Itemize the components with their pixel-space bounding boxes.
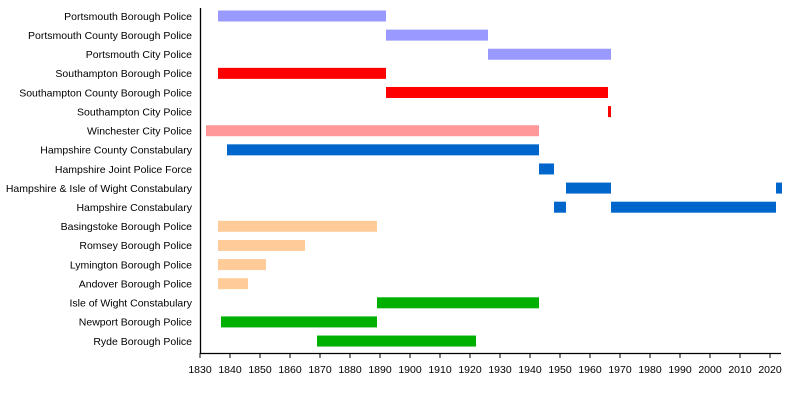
row-label: Romsey Borough Police [79,240,192,252]
row-label: Portsmouth City Police [86,49,192,61]
row-label: Hampshire County Constabulary [40,145,192,157]
x-tick-label: 1850 [248,364,272,376]
x-tick-label: 1960 [578,364,602,376]
x-tick-label: 1990 [668,364,692,376]
timeline-bar [218,259,266,271]
timeline-bar [218,220,377,232]
timeline-bar [539,163,554,175]
row-label: Lymington Borough Police [70,259,192,271]
timeline-bar [566,182,611,194]
row-label: Hampshire & Isle of Wight Constabulary [6,183,193,195]
timeline-bar [611,201,776,213]
row-label: Basingstoke Borough Police [61,221,192,233]
x-axis-ticks: 1830 1840 1850 1860 1870 1880 1890 1900 1910 1920… [188,353,782,376]
row-label: Andover Borough Police [79,278,192,290]
x-tick-label: 1910 [428,364,452,376]
row-label: Southampton County Borough Police [19,87,192,99]
timeline-bar [218,67,386,79]
row-labels: Portsmouth Borough Police Portsmouth Coun… [6,11,193,348]
x-tick-label: 1940 [518,364,542,376]
x-tick-label: 1890 [368,364,392,376]
x-tick-label: 1870 [308,364,332,376]
bars-layer [206,10,782,347]
x-tick-label: 2010 [728,364,752,376]
timeline-bar [554,201,566,213]
x-tick-label: 1970 [608,364,632,376]
timeline-bar [386,29,488,41]
timeline-bar [317,335,476,347]
x-tick-label: 1860 [278,364,302,376]
row-label: Isle of Wight Constabulary [69,298,192,310]
timeline-bar [218,10,386,22]
timeline-bar [776,182,782,194]
row-label: Ryde Borough Police [93,336,192,348]
x-tick-label: 1950 [548,364,572,376]
x-tick-label: 1830 [188,364,212,376]
row-label: Southampton City Police [77,106,192,118]
timeline-bar [386,86,608,98]
x-tick-label: 1900 [398,364,422,376]
x-tick-label: 1880 [338,364,362,376]
x-tick-label: 2020 [758,364,782,376]
timeline-bar [608,106,611,118]
timeline-bar [218,239,305,251]
timeline-bar [488,48,611,60]
row-label: Portsmouth County Borough Police [28,30,192,42]
x-tick-label: 1980 [638,364,662,376]
x-tick-label: 1930 [488,364,512,376]
row-label: Hampshire Joint Police Force [55,164,192,176]
timeline-bar [377,297,539,309]
row-label: Newport Borough Police [79,317,192,329]
x-tick-label: 1840 [218,364,242,376]
timeline-bar [206,125,539,137]
row-label: Winchester City Police [87,126,192,138]
x-tick-label: 1920 [458,364,482,376]
row-label: Southampton Borough Police [55,68,192,80]
timeline-bar [218,278,248,290]
row-label: Hampshire Constabulary [76,202,192,214]
x-tick-label: 2000 [698,364,722,376]
timeline-bar [221,316,377,328]
row-label: Portsmouth Borough Police [64,11,192,23]
timeline-bar [227,144,539,156]
